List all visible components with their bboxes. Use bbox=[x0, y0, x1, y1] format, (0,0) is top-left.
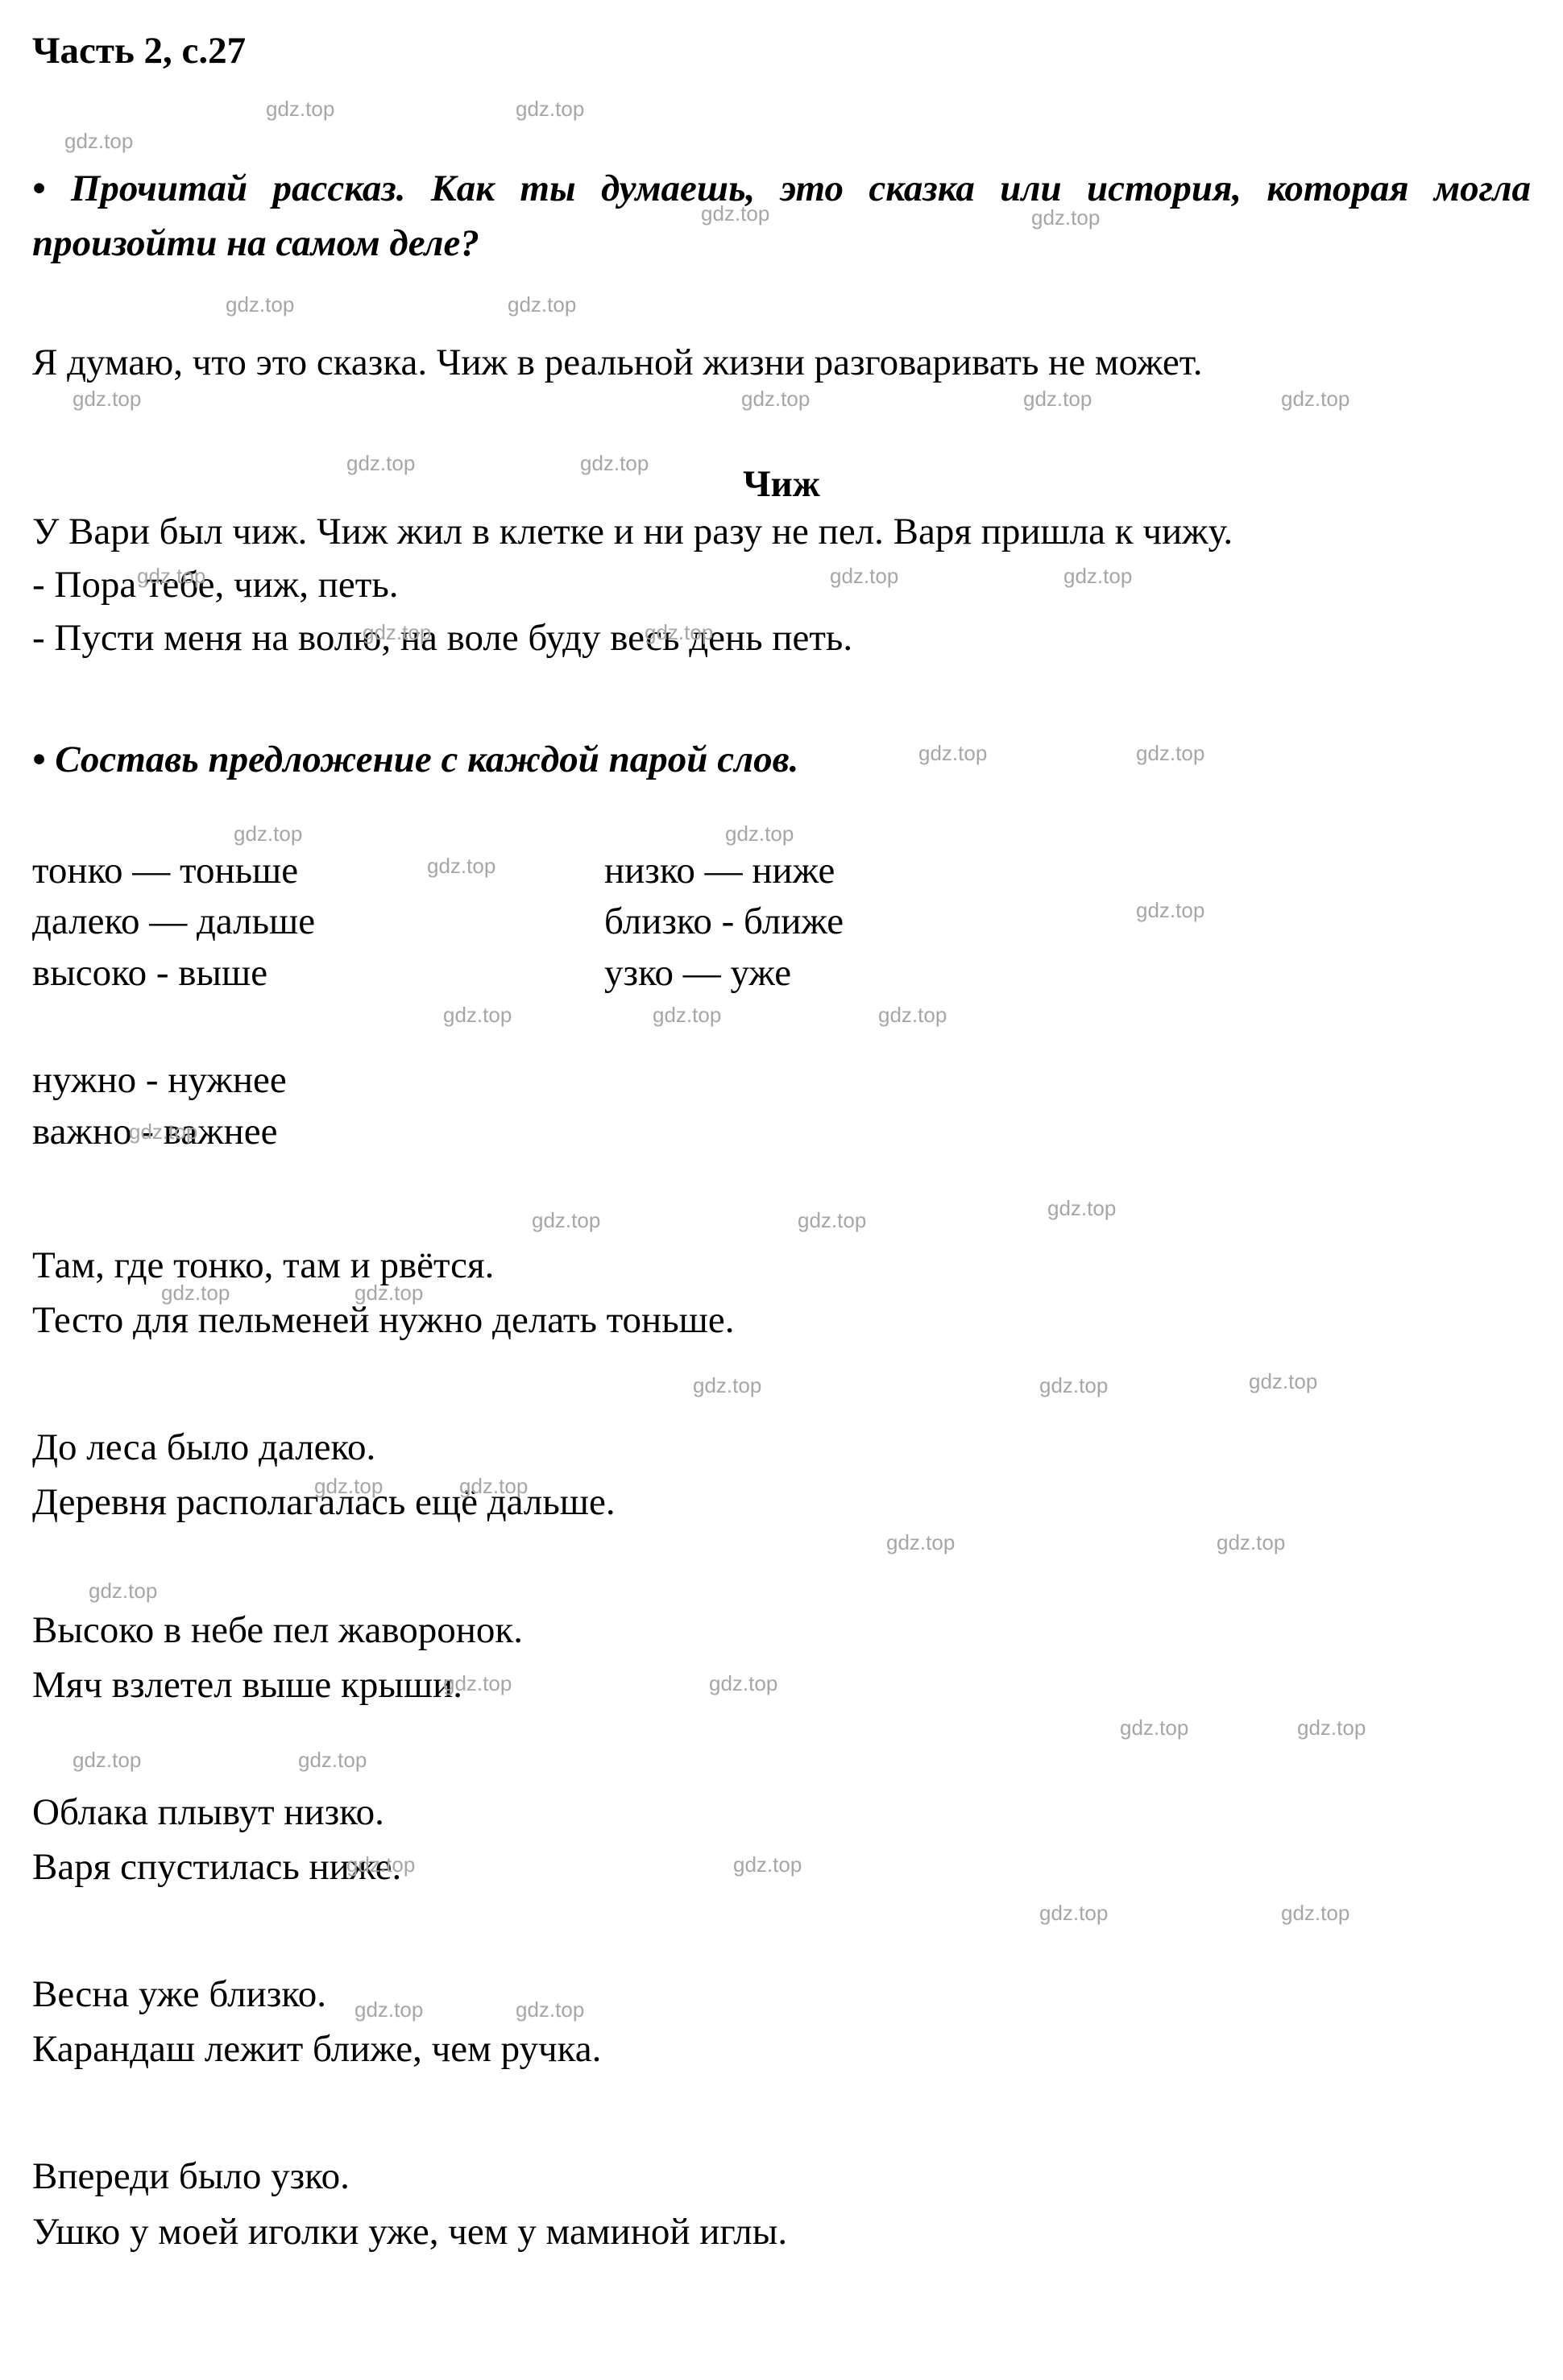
answer-1: Я думаю, что это сказка. Чиж в реальной … bbox=[32, 335, 1531, 390]
watermark-text: gdz.top bbox=[64, 129, 133, 154]
watermark-text: gdz.top bbox=[1281, 387, 1349, 412]
sentence: Карандаш лежит ближе, чем ручка. bbox=[32, 2022, 1531, 2076]
word-pair: далеко — дальше bbox=[32, 896, 604, 947]
watermark-text: gdz.top bbox=[725, 822, 794, 846]
sentence: Тесто для пельменей нужно делать тоньше. bbox=[32, 1293, 1531, 1347]
watermark-text: gdz.top bbox=[508, 292, 576, 317]
sentence: Ушко у моей иголки уже, чем у маминой иг… bbox=[32, 2204, 1531, 2259]
watermark-text: gdz.top bbox=[73, 387, 141, 412]
sentence: Варя спустилась ниже. bbox=[32, 1840, 1531, 1894]
sentence-block-2: До леса было далеко. Деревня располагала… bbox=[32, 1420, 1531, 1529]
pairs-col-1: тонко — тоньше далеко — дальше высоко - … bbox=[32, 846, 604, 999]
watermark-text: gdz.top bbox=[1120, 1716, 1188, 1741]
watermark-text: gdz.top bbox=[1217, 1530, 1285, 1555]
sentence: Деревня располагалась ещё дальше. bbox=[32, 1475, 1531, 1529]
watermark-text: gdz.top bbox=[73, 1748, 141, 1773]
question-1: • Прочитай рассказ. Как ты думаешь, это … bbox=[32, 161, 1531, 271]
watermark-text: gdz.top bbox=[1039, 1901, 1108, 1926]
word-pair: высоко - выше bbox=[32, 948, 604, 999]
word-pairs: тонко — тоньше далеко — дальше высоко - … bbox=[32, 846, 1531, 999]
watermark-text: gdz.top bbox=[693, 1373, 761, 1398]
sentence: Впереди было узко. bbox=[32, 2149, 1531, 2204]
sentence: Там, где тонко, там и рвётся. bbox=[32, 1238, 1531, 1293]
page-root: Часть 2, с.27 • Прочитай рассказ. Как ты… bbox=[0, 0, 1563, 2380]
story-line: - Пора тебе, чиж, петь. bbox=[32, 559, 1531, 612]
watermark-text: gdz.top bbox=[1039, 1373, 1108, 1398]
word-pair: тонко — тоньше bbox=[32, 846, 604, 896]
watermark-text: gdz.top bbox=[226, 292, 294, 317]
word-pair: близко - ближе bbox=[604, 896, 1531, 947]
watermark-text: gdz.top bbox=[1249, 1369, 1317, 1394]
sentence-block-3: Высоко в небе пел жаворонок. Мяч взлетел… bbox=[32, 1603, 1531, 1712]
watermark-text: gdz.top bbox=[234, 822, 302, 846]
story-title: Чиж bbox=[32, 462, 1531, 506]
story-line: - Пусти меня на волю, на воле буду весь … bbox=[32, 612, 1531, 665]
sentence: Весна уже близко. bbox=[32, 1967, 1531, 2022]
watermark-text: gdz.top bbox=[886, 1530, 955, 1555]
watermark-text: gdz.top bbox=[653, 1003, 721, 1028]
watermark-text: gdz.top bbox=[1023, 387, 1092, 412]
watermark-text: gdz.top bbox=[298, 1748, 367, 1773]
watermark-text: gdz.top bbox=[1281, 1901, 1349, 1926]
story-body: У Вари был чиж. Чиж жил в клетке и ни ра… bbox=[32, 506, 1531, 664]
sentence-block-1: Там, где тонко, там и рвётся. Тесто для … bbox=[32, 1238, 1531, 1347]
watermark-text: gdz.top bbox=[89, 1579, 157, 1604]
word-pair: важно - важнее bbox=[32, 1107, 1531, 1157]
sentence-block-5: Весна уже близко. Карандаш лежит ближе, … bbox=[32, 1967, 1531, 2076]
sentence-block-6: Впереди было узко. Ушко у моей иголки уж… bbox=[32, 2149, 1531, 2258]
watermark-text: gdz.top bbox=[878, 1003, 947, 1028]
sentence-block-4: Облака плывут низко. Варя спустилась ниж… bbox=[32, 1785, 1531, 1894]
watermark-text: gdz.top bbox=[516, 97, 584, 122]
watermark-text: gdz.top bbox=[532, 1208, 600, 1233]
story-line: У Вари был чиж. Чиж жил в клетке и ни ра… bbox=[32, 506, 1531, 559]
sentence: Высоко в небе пел жаворонок. bbox=[32, 1603, 1531, 1658]
word-pair: нужно - нужнее bbox=[32, 1055, 1531, 1106]
task-2-title: • Составь предложение с каждой парой сло… bbox=[32, 738, 1531, 781]
extra-pairs: нужно - нужнее важно - важнее bbox=[32, 1055, 1531, 1157]
watermark-text: gdz.top bbox=[798, 1208, 866, 1233]
word-pair: низко — ниже bbox=[604, 846, 1531, 896]
watermark-text: gdz.top bbox=[266, 97, 334, 122]
watermark-text: gdz.top bbox=[741, 387, 810, 412]
sentence: Мяч взлетел выше крыши. bbox=[32, 1658, 1531, 1712]
page-header: Часть 2, с.27 bbox=[32, 29, 1531, 72]
watermark-text: gdz.top bbox=[443, 1003, 512, 1028]
sentence: Облака плывут низко. bbox=[32, 1785, 1531, 1840]
watermark-text: gdz.top bbox=[1297, 1716, 1366, 1741]
pairs-col-2: низко — ниже близко - ближе узко — уже bbox=[604, 846, 1531, 999]
word-pair: узко — уже bbox=[604, 948, 1531, 999]
watermark-text: gdz.top bbox=[1047, 1196, 1116, 1221]
sentence: До леса было далеко. bbox=[32, 1420, 1531, 1475]
